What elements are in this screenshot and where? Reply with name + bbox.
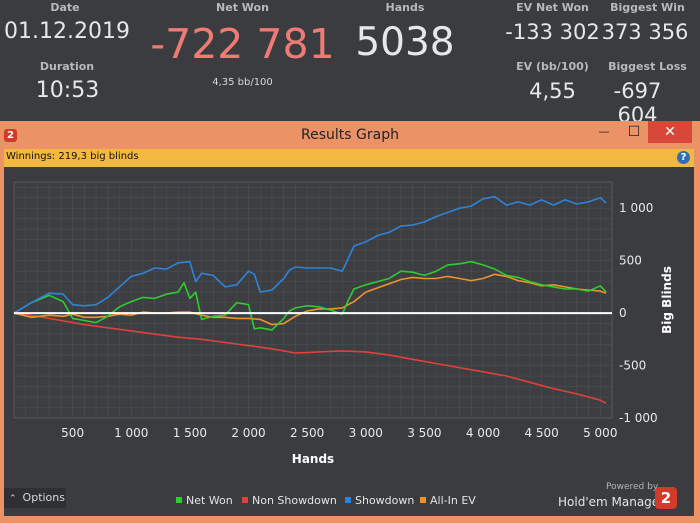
x-tick-label: 4 500 [524,426,558,440]
legend-net-won[interactable]: Net Won [176,494,233,507]
hm2-brand-icon: 2 [655,487,677,509]
net-won-label: Net Won [216,1,269,14]
hands-label: Hands [385,1,425,14]
chevron-up-icon: ⌃ [9,494,17,504]
close-button[interactable]: ✕ [648,121,692,143]
legend-swatch-net-won [176,497,182,503]
x-tick-label: 1 500 [173,426,207,440]
legend-swatch-non-showdown [242,497,248,503]
hm2-logo-icon: 2 [4,129,17,142]
results-graph-window: 2 Results Graph — ☐ ✕ Winnings: 219,3 bi… [0,121,700,523]
biggest-win-label: Biggest Win [610,1,685,14]
x-tick-label: 2 000 [231,426,265,440]
maximize-button[interactable]: ☐ [627,124,641,140]
graph-content-area: 500 1 000 1 500 2 000 2 500 3 000 3 500 4 000 4 … [4,167,694,516]
powered-by-text: Powered by [606,482,659,492]
window-titlebar[interactable]: 2 Results Graph — ☐ ✕ [0,121,700,149]
ev-net-won-value: -133 302 [505,20,600,44]
biggest-loss-label: Biggest Loss [608,60,687,73]
net-won-value: -722 781 [150,20,335,68]
y-tick-label: -1 000 [619,411,658,425]
x-axis-label: Hands [292,452,334,466]
duration-value: 10:53 [35,78,100,103]
options-label: Options [22,491,65,504]
legend-non-showdown[interactable]: Non Showdown [242,494,337,507]
legend-label-all-in-ev: All-In EV [430,494,476,507]
legend-showdown[interactable]: Showdown [345,494,414,507]
y-tick-label: -500 [619,359,646,373]
net-won-bb100: 4,35 bb/100 [212,77,273,88]
x-tick-label: 1 000 [114,426,148,440]
x-tick-label: 2 500 [290,426,324,440]
biggest-loss-value: -697 604 [613,79,662,127]
plot-background [13,181,613,419]
x-tick-label: 5 000 [583,426,617,440]
legend-all-in-ev[interactable]: All-In EV [420,494,476,507]
x-tick-label: 3 000 [349,426,383,440]
winnings-text: Winnings: 219,3 big blinds [6,151,139,162]
ev-bb100-value: 4,55 [529,79,576,103]
hands-value: 5038 [355,20,455,65]
minimize-button[interactable]: — [598,125,610,138]
duration-label: Duration [39,60,95,73]
x-tick-label: 500 [61,426,84,440]
results-chart: 500 1 000 1 500 2 000 2 500 3 000 3 500 4 000 4 … [13,181,674,466]
date-value: 01.12.2019 [4,19,130,44]
winnings-bar: Winnings: 219,3 big blinds ? [4,149,694,167]
ev-bb100-label: EV (bb/100) [516,60,589,73]
y-tick-label: 1 000 [619,201,653,215]
legend-label-net-won: Net Won [186,494,233,507]
date-label: Date [50,1,80,14]
session-stats-panel: Date 01.12.2019 Duration 10:53 Net Won -… [0,0,700,127]
series-line-net-won [13,260,607,331]
legend-label-non-showdown: Non Showdown [252,494,337,507]
series-line-non-showdown [13,312,607,405]
legend-swatch-showdown [345,497,351,503]
series-line-showdown [13,195,607,314]
help-icon[interactable]: ? [677,151,690,164]
y-tick-label: 500 [619,254,642,268]
y-axis-label: Big Blinds [660,266,674,334]
ev-net-won-label: EV Net Won [516,1,589,14]
window-title: Results Graph [301,127,399,143]
biggest-win-value: 373 356 [601,20,689,44]
options-button[interactable]: ⌃ Options [4,488,66,508]
y-tick-label: 0 [619,306,627,320]
x-tick-label: 3 500 [407,426,441,440]
series-line-all-in-ev [13,273,607,326]
legend-label-showdown: Showdown [355,494,415,507]
brand-name: Hold'em Manager [558,495,665,509]
legend-swatch-all-in-ev [420,497,426,503]
x-tick-label: 4 000 [466,426,500,440]
